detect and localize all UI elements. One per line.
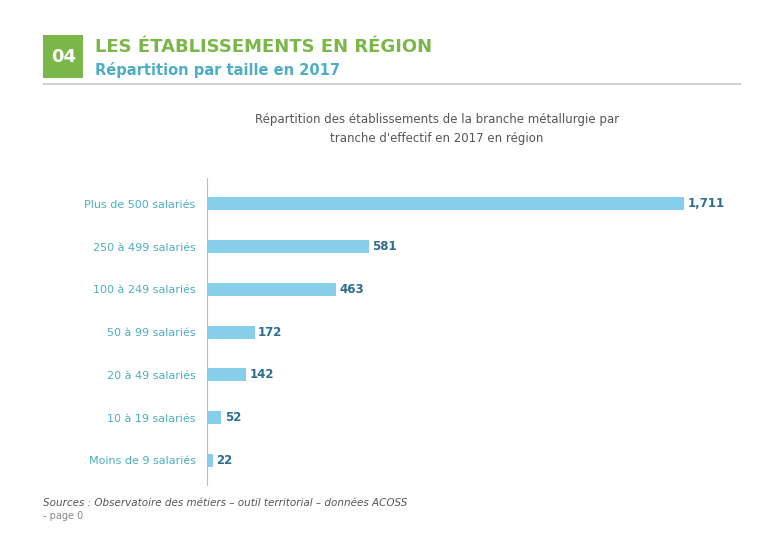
- Text: 142: 142: [250, 368, 275, 381]
- Text: 22: 22: [216, 454, 232, 467]
- Text: Répartition des établissements de la branche métallurgie par
tranche d'effectif : Répartition des établissements de la bra…: [255, 113, 619, 145]
- Text: Répartition par taille en 2017: Répartition par taille en 2017: [95, 62, 340, 78]
- Bar: [207, 240, 369, 253]
- Bar: [207, 198, 684, 210]
- Bar: [207, 411, 222, 424]
- Text: 581: 581: [372, 240, 397, 253]
- Text: 04: 04: [51, 48, 76, 66]
- Text: Sources : Observatoire des métiers – outil territorial – données ACOSS: Sources : Observatoire des métiers – out…: [43, 497, 407, 508]
- Text: 1,711: 1,711: [688, 197, 725, 211]
- Text: 172: 172: [258, 326, 282, 339]
- Text: LES ÉTABLISSEMENTS EN RÉGION: LES ÉTABLISSEMENTS EN RÉGION: [95, 38, 432, 56]
- Bar: [207, 283, 336, 296]
- Bar: [207, 326, 255, 339]
- Text: 52: 52: [225, 411, 241, 424]
- Text: - page 0: - page 0: [43, 511, 83, 521]
- Bar: [207, 368, 246, 381]
- Bar: [207, 454, 213, 467]
- Text: 463: 463: [339, 283, 364, 296]
